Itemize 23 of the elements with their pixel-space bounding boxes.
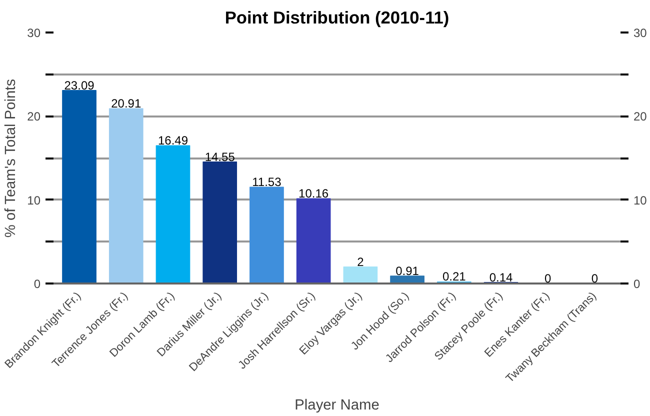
data-label: 23.09: [64, 78, 95, 92]
y2-tick-label: 10: [634, 193, 648, 208]
x-axis-title: Player Name: [294, 397, 380, 414]
y2-tick-label: 0: [634, 277, 640, 291]
y2-tick-label: 30: [634, 26, 648, 40]
data-label: 16.49: [158, 134, 188, 148]
data-label: 11.53: [252, 175, 282, 190]
data-label: 0: [544, 272, 552, 286]
y-tick-label: 20: [27, 110, 41, 124]
data-label: 20.91: [111, 96, 142, 111]
data-label: 0.14: [489, 270, 514, 284]
y-tick-label: 0: [34, 277, 41, 291]
y-tick-label: 30: [27, 26, 41, 40]
data-label: 0.21: [442, 270, 466, 284]
chart-title: Point Distribution (2010-11): [224, 8, 450, 28]
data-label: 2: [357, 254, 364, 269]
y-axis-title: % of Team's Total Points: [3, 78, 20, 238]
y2-tick-label: 20: [634, 110, 648, 124]
data-label: 0: [591, 272, 598, 286]
y-tick-label: 10: [27, 193, 41, 208]
data-label: 14.55: [204, 150, 236, 164]
data-label: 0.91: [396, 264, 420, 278]
data-label: 10.16: [298, 186, 329, 200]
